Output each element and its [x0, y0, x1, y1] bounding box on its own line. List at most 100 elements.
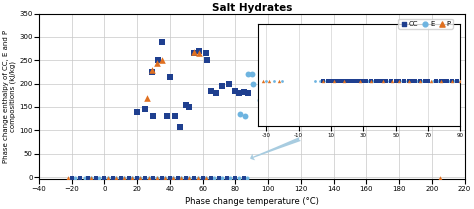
Point: [186, 176, 193, 180]
Point: [235, 176, 242, 180]
Point: [128, 176, 136, 180]
Point: [199, 176, 206, 180]
Point: [227, 176, 234, 180]
Point: [243, 176, 251, 180]
Point: [248, 73, 255, 76]
Point: [87, 176, 95, 180]
Point: [109, 176, 116, 180]
Point: [104, 176, 111, 180]
Point: [148, 68, 155, 71]
Point: [191, 176, 198, 180]
Point: [186, 176, 193, 180]
Point: [219, 84, 226, 88]
Point: [145, 176, 152, 180]
Point: [191, 52, 198, 55]
Point: [125, 176, 133, 180]
Point: [195, 49, 203, 53]
Point: [112, 176, 119, 180]
Point: [212, 91, 219, 95]
Point: [137, 176, 144, 180]
Point: [177, 176, 185, 180]
Point: [171, 115, 179, 118]
Point: [237, 112, 244, 116]
Point: [143, 96, 151, 99]
Point: [241, 115, 249, 118]
Point: [153, 176, 161, 180]
Point: [92, 176, 100, 180]
Point: [71, 176, 79, 180]
Point: [68, 176, 75, 180]
Point: [155, 59, 162, 62]
Point: [194, 176, 201, 180]
Point: [169, 176, 177, 180]
Point: [128, 176, 136, 180]
Point: [81, 176, 89, 180]
Point: [104, 176, 111, 180]
Point: [87, 176, 95, 180]
Point: [202, 52, 210, 55]
Y-axis label: Phase change enthalpy of CC, E and P
compositions (kJ/kg): Phase change enthalpy of CC, E and P com…: [3, 30, 16, 163]
Title: Salt Hydrates: Salt Hydrates: [211, 3, 292, 13]
Point: [245, 91, 252, 95]
Point: [231, 89, 239, 92]
Point: [210, 176, 218, 180]
Point: [163, 115, 170, 118]
Point: [204, 59, 211, 62]
Point: [148, 70, 155, 74]
Point: [182, 103, 190, 106]
Point: [194, 176, 201, 180]
Point: [84, 176, 92, 180]
Point: [158, 59, 165, 62]
Point: [133, 110, 141, 113]
Point: [256, 98, 264, 102]
Point: [235, 91, 242, 95]
Point: [141, 108, 149, 111]
Point: [195, 52, 203, 55]
Point: [145, 176, 152, 180]
Point: [141, 176, 149, 180]
Point: [177, 176, 185, 180]
Point: [153, 61, 161, 64]
Point: [231, 176, 239, 180]
Point: [150, 176, 157, 180]
Point: [202, 176, 210, 180]
X-axis label: Phase change temperature (°C): Phase change temperature (°C): [185, 197, 319, 206]
Point: [223, 176, 231, 180]
Point: [182, 176, 190, 180]
Point: [207, 176, 215, 180]
Point: [245, 73, 252, 76]
Point: [153, 176, 161, 180]
Point: [158, 40, 165, 43]
Point: [120, 176, 128, 180]
Point: [186, 105, 193, 109]
Point: [161, 176, 169, 180]
Point: [176, 125, 183, 128]
Point: [161, 176, 169, 180]
Point: [76, 176, 83, 180]
Point: [166, 75, 173, 78]
Point: [249, 82, 257, 85]
Point: [166, 176, 173, 180]
Point: [436, 176, 444, 180]
Point: [100, 176, 108, 180]
Point: [174, 176, 182, 180]
Point: [169, 176, 177, 180]
Point: [137, 176, 144, 180]
Point: [158, 176, 165, 180]
Point: [117, 176, 125, 180]
Point: [133, 176, 141, 180]
Legend: CC, E, P: CC, E, P: [399, 19, 453, 29]
Point: [219, 176, 226, 180]
Point: [225, 82, 233, 85]
Point: [120, 176, 128, 180]
Point: [274, 96, 282, 99]
Point: [202, 176, 210, 180]
Point: [240, 176, 247, 180]
Point: [191, 50, 198, 54]
Point: [96, 176, 103, 180]
Point: [207, 89, 215, 92]
Point: [240, 90, 247, 94]
Point: [112, 176, 119, 180]
Point: [215, 176, 223, 180]
Point: [64, 176, 72, 180]
